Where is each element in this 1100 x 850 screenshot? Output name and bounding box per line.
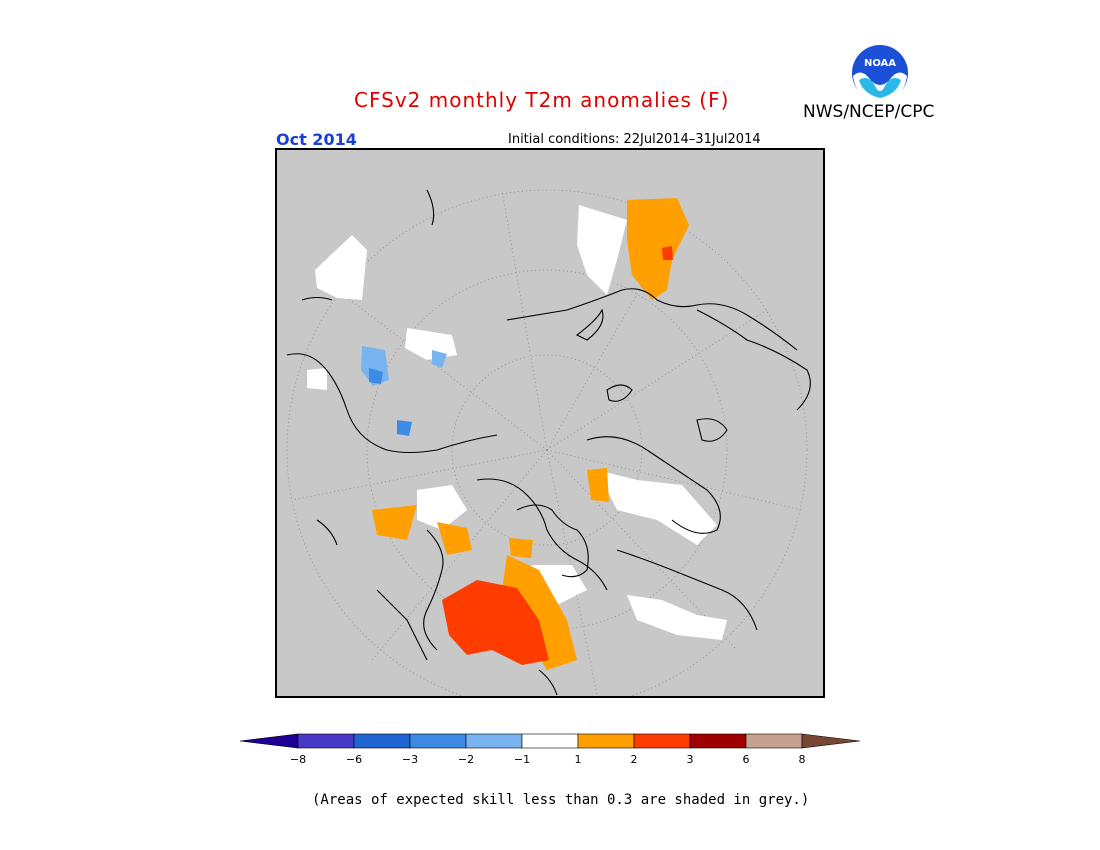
above-normal-areas [372, 198, 689, 670]
legend-arrow-low [239, 733, 299, 749]
legend-tick-label: −2 [458, 753, 474, 766]
coastlines [286, 189, 811, 696]
latitude-circle [366, 269, 728, 631]
skill-footnote: (Areas of expected skill less than 0.3 a… [312, 792, 810, 808]
legend-color-box [745, 733, 803, 749]
legend-tick-label: 6 [743, 753, 750, 766]
anomaly-map [275, 148, 825, 698]
legend-color-box [297, 733, 355, 749]
noaa-logo-icon: NOAA [850, 43, 910, 103]
legend-tick-label: 2 [631, 753, 638, 766]
logo-text: NOAA [864, 58, 896, 69]
latitude-circle [286, 189, 808, 696]
legend-tick-label: −3 [402, 753, 418, 766]
legend-tick-label: 8 [799, 753, 806, 766]
agency-label: NWS/NCEP/CPC [803, 102, 935, 122]
legend-color-box [633, 733, 691, 749]
legend-tick-label: −6 [346, 753, 362, 766]
legend-color-box [689, 733, 747, 749]
legend-tick-label: −1 [514, 753, 530, 766]
legend-color-box [577, 733, 635, 749]
initial-conditions: Initial conditions: 22Jul2014–31Jul2014 [508, 132, 761, 147]
forecast-period: Oct 2014 [276, 130, 357, 149]
color-legend: −8 −6 −3 −2 −1 1 2 3 6 8 [239, 733, 861, 766]
legend-color-box [521, 733, 579, 749]
below-normal-areas [361, 346, 447, 436]
legend-color-box [353, 733, 411, 749]
legend-color-box [465, 733, 523, 749]
chart-title: CFSv2 monthly T2m anomalies (F) [354, 88, 730, 112]
strong-above-normal-areas [442, 246, 673, 665]
legend-tick-label: 1 [575, 753, 582, 766]
latitude-circle [451, 354, 643, 546]
legend-tick-label: 3 [687, 753, 694, 766]
legend-tick-label: −8 [290, 753, 306, 766]
legend-color-box [409, 733, 467, 749]
near-normal-areas [307, 205, 727, 640]
legend-arrow-high [801, 733, 861, 749]
map-canvas [286, 189, 811, 696]
